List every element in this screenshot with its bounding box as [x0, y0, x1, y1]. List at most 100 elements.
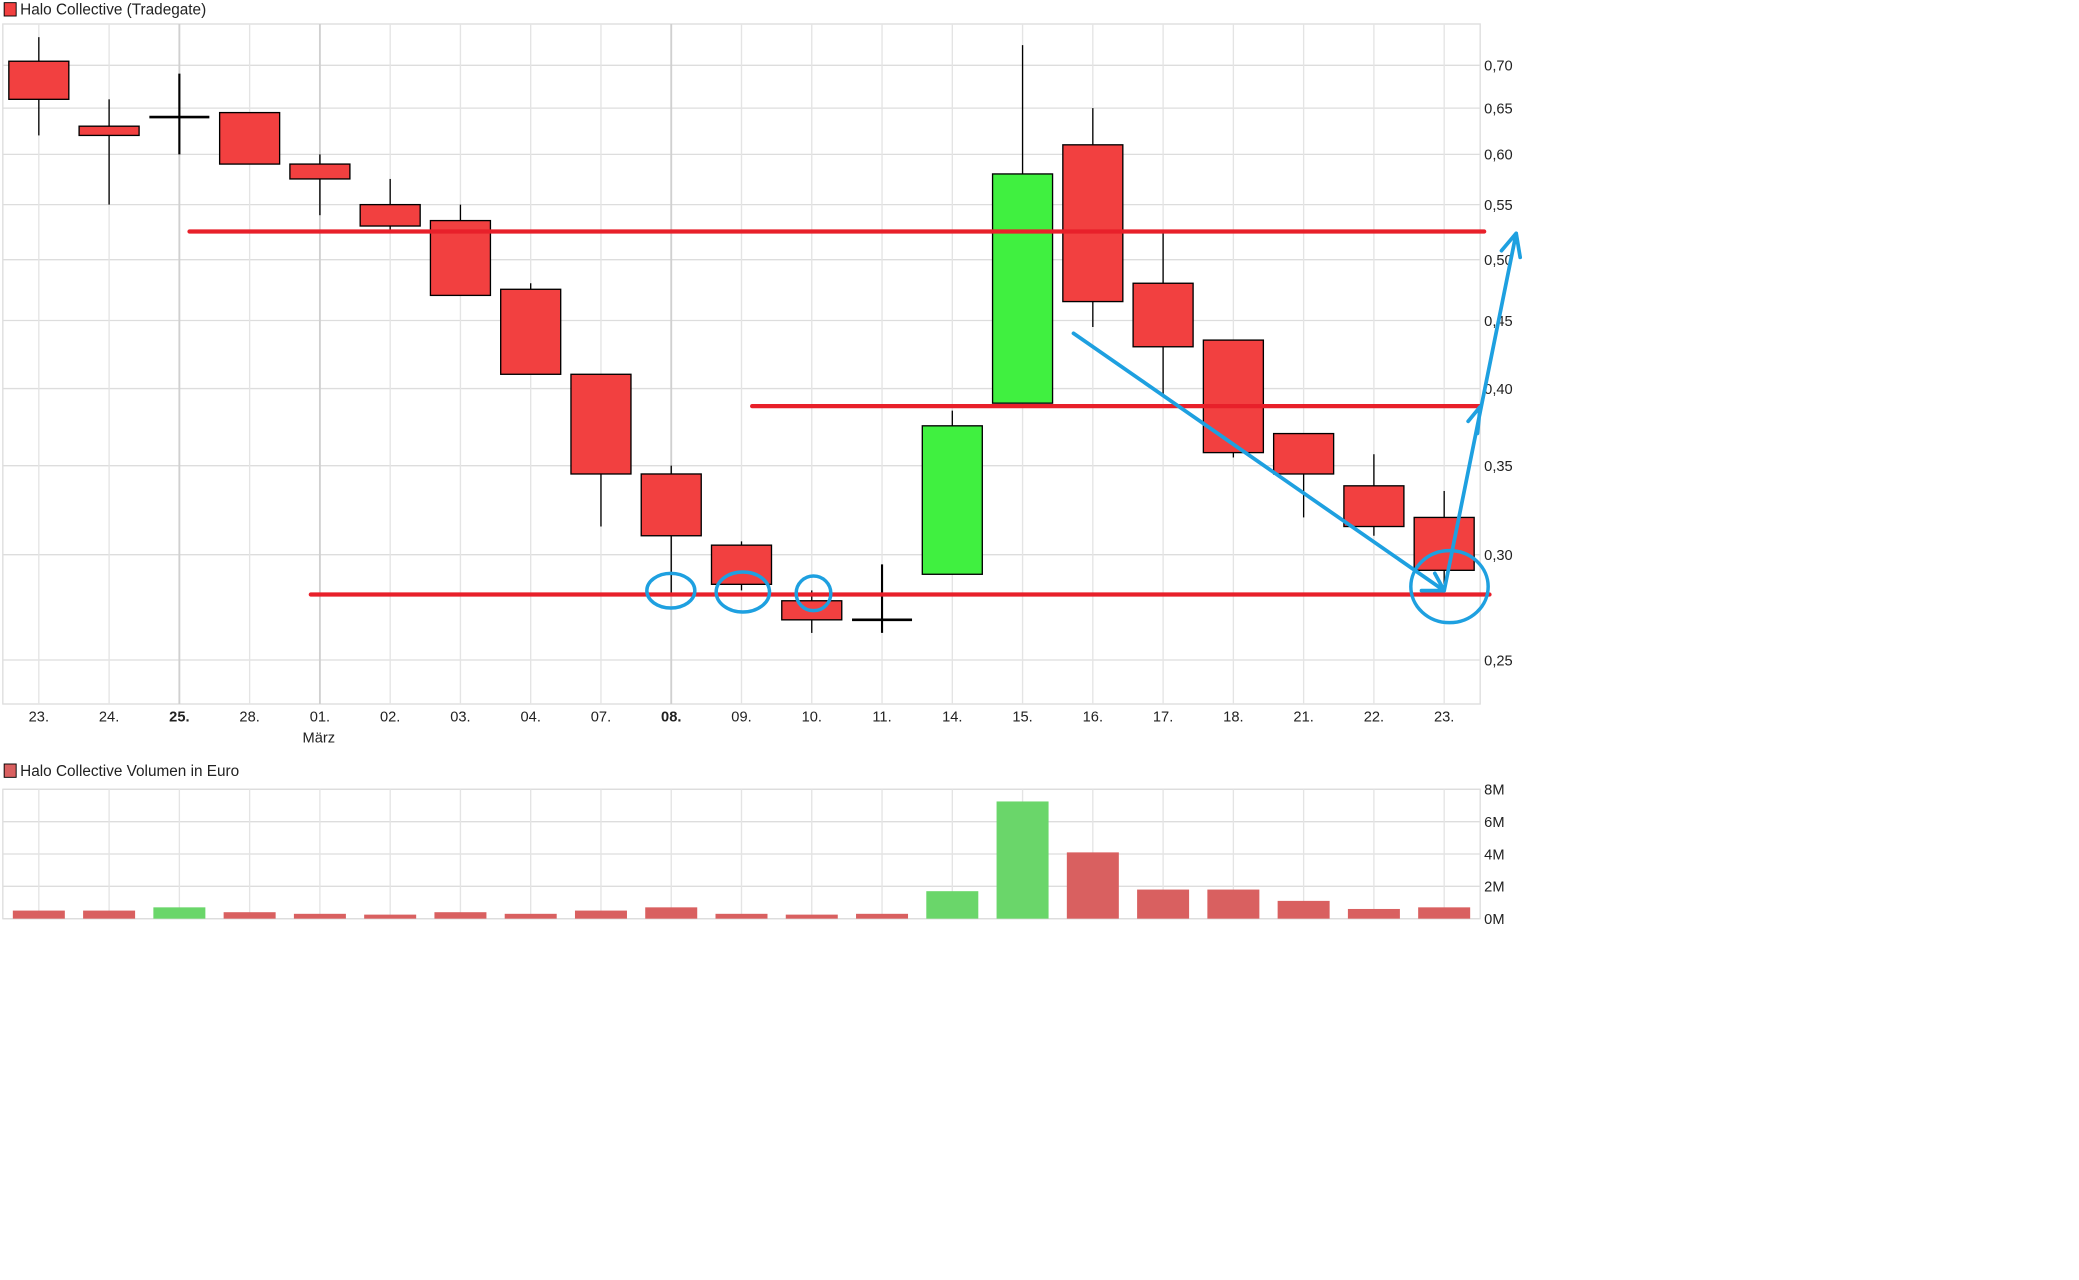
volume-bar — [434, 912, 487, 919]
highlight-circle — [645, 571, 697, 610]
candle — [218, 111, 281, 165]
y-tick-label: 0,55 — [1484, 198, 1513, 214]
y-tick-label: 0,35 — [1484, 459, 1513, 475]
volume-bar — [1277, 900, 1330, 919]
volume-bar — [1066, 852, 1119, 919]
volume-bar — [1137, 889, 1190, 919]
candle-body — [1132, 282, 1194, 348]
volume-bar — [153, 907, 206, 919]
candle — [289, 154, 351, 216]
volume-bar — [1207, 889, 1260, 919]
x-tick-label: 03. — [450, 709, 470, 725]
volume-y-axis: 8M 6M 4M 2M 0M — [1484, 783, 1504, 928]
month-label: März — [303, 731, 336, 747]
price-chart-title: Halo Collective (Tradegate) — [20, 2, 206, 19]
candle-body — [8, 60, 70, 100]
candle — [1343, 454, 1405, 536]
candle — [1062, 108, 1124, 327]
x-tick-label: 22. — [1364, 709, 1384, 725]
x-tick-label: 14. — [942, 709, 962, 725]
volume-bar — [785, 914, 838, 919]
candle — [8, 37, 70, 136]
x-tick-label: 01. — [310, 709, 330, 725]
volume-bar — [996, 801, 1049, 919]
volume-bar — [223, 912, 276, 919]
candle — [149, 73, 210, 155]
volume-legend: Halo Collective Volumen in Euro — [3, 763, 239, 780]
volume-bar — [856, 913, 909, 919]
x-tick-label: 16. — [1083, 709, 1103, 725]
volume-bar — [574, 910, 627, 919]
y-tick-label: 0,30 — [1484, 548, 1513, 564]
candle — [1202, 339, 1265, 458]
y-tick-label: 0M — [1484, 912, 1504, 928]
trend-arrow — [1071, 231, 1523, 593]
candle-body — [570, 373, 632, 475]
y-tick-label: 2M — [1484, 880, 1504, 896]
x-tick-label: 15. — [1012, 709, 1032, 725]
candle — [1132, 231, 1194, 396]
volume-bar — [364, 914, 417, 919]
y-tick-label: 6M — [1484, 815, 1504, 831]
y-tick-label: 4M — [1484, 847, 1504, 863]
volume-bars — [12, 801, 1471, 919]
x-tick-label: 08. — [661, 709, 681, 725]
x-tick-label: 23. — [1434, 709, 1454, 725]
y-tick-label: 0,40 — [1484, 382, 1513, 398]
x-tick-label: 07. — [591, 709, 611, 725]
candle — [570, 373, 632, 527]
y-tick-label: 8M — [1484, 783, 1504, 799]
candle — [640, 465, 702, 595]
x-tick-label: 02. — [380, 709, 400, 725]
price-legend-swatch — [3, 2, 17, 17]
highlight-circle — [714, 570, 772, 614]
volume-bar — [1347, 908, 1400, 919]
candle-body — [500, 288, 562, 375]
volume-legend-swatch — [3, 763, 17, 778]
candle — [359, 178, 421, 232]
volume-bar — [293, 913, 346, 919]
candle-body — [1272, 432, 1335, 475]
volume-bar — [12, 910, 65, 919]
x-tick-label: 10. — [802, 709, 822, 725]
candle-body — [1202, 339, 1265, 454]
volume-bar — [504, 913, 557, 919]
candle-body — [1343, 485, 1405, 528]
candle — [852, 564, 913, 633]
highlight-circle — [794, 574, 833, 613]
x-tick-label: 17. — [1153, 709, 1173, 725]
x-tick-label: 24. — [99, 709, 119, 725]
x-tick-label: 28. — [239, 709, 259, 725]
volume-bar — [1418, 907, 1471, 919]
y-tick-label: 0,65 — [1484, 101, 1513, 117]
volume-chart-title: Halo Collective Volumen in Euro — [20, 763, 239, 780]
y-tick-label: 0,70 — [1484, 59, 1513, 75]
candle-body — [289, 163, 351, 180]
candle — [429, 204, 492, 297]
candle-body — [1062, 144, 1124, 303]
price-legend: Halo Collective (Tradegate) — [3, 2, 206, 19]
candle-body — [640, 473, 702, 537]
candle-body — [921, 425, 983, 575]
highlight-circle — [1409, 548, 1490, 625]
x-axis: 23. 24. 25. 28. 01. 02. 03. 04. 07. 08. 09. 10. 11. 1… — [29, 709, 1455, 725]
x-tick-label: 21. — [1293, 709, 1313, 725]
x-tick-label: 04. — [521, 709, 541, 725]
candle — [500, 283, 562, 375]
y-tick-label: 0,60 — [1484, 148, 1513, 164]
annotations — [187, 229, 1523, 625]
x-tick-label: 18. — [1223, 709, 1243, 725]
x-tick-label: 25. — [169, 709, 189, 725]
candle — [78, 99, 140, 205]
y-tick-label: 0,25 — [1484, 653, 1513, 669]
candle-body — [991, 173, 1054, 404]
y-tick-label: 0,50 — [1484, 253, 1513, 269]
candle-body — [78, 125, 140, 137]
volume-bar — [926, 891, 979, 919]
candle-body — [218, 111, 281, 165]
x-tick-label: 23. — [29, 709, 49, 725]
volume-bar — [645, 907, 698, 919]
volume-bar — [83, 910, 136, 919]
x-tick-label: 09. — [731, 709, 751, 725]
